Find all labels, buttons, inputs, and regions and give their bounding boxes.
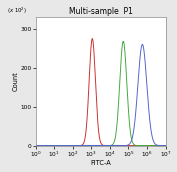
- Title: Multi-sample  P1: Multi-sample P1: [69, 7, 133, 16]
- Text: $(x\ 10^2)$: $(x\ 10^2)$: [7, 6, 27, 16]
- Y-axis label: Count: Count: [13, 72, 19, 91]
- X-axis label: FITC-A: FITC-A: [90, 160, 111, 166]
